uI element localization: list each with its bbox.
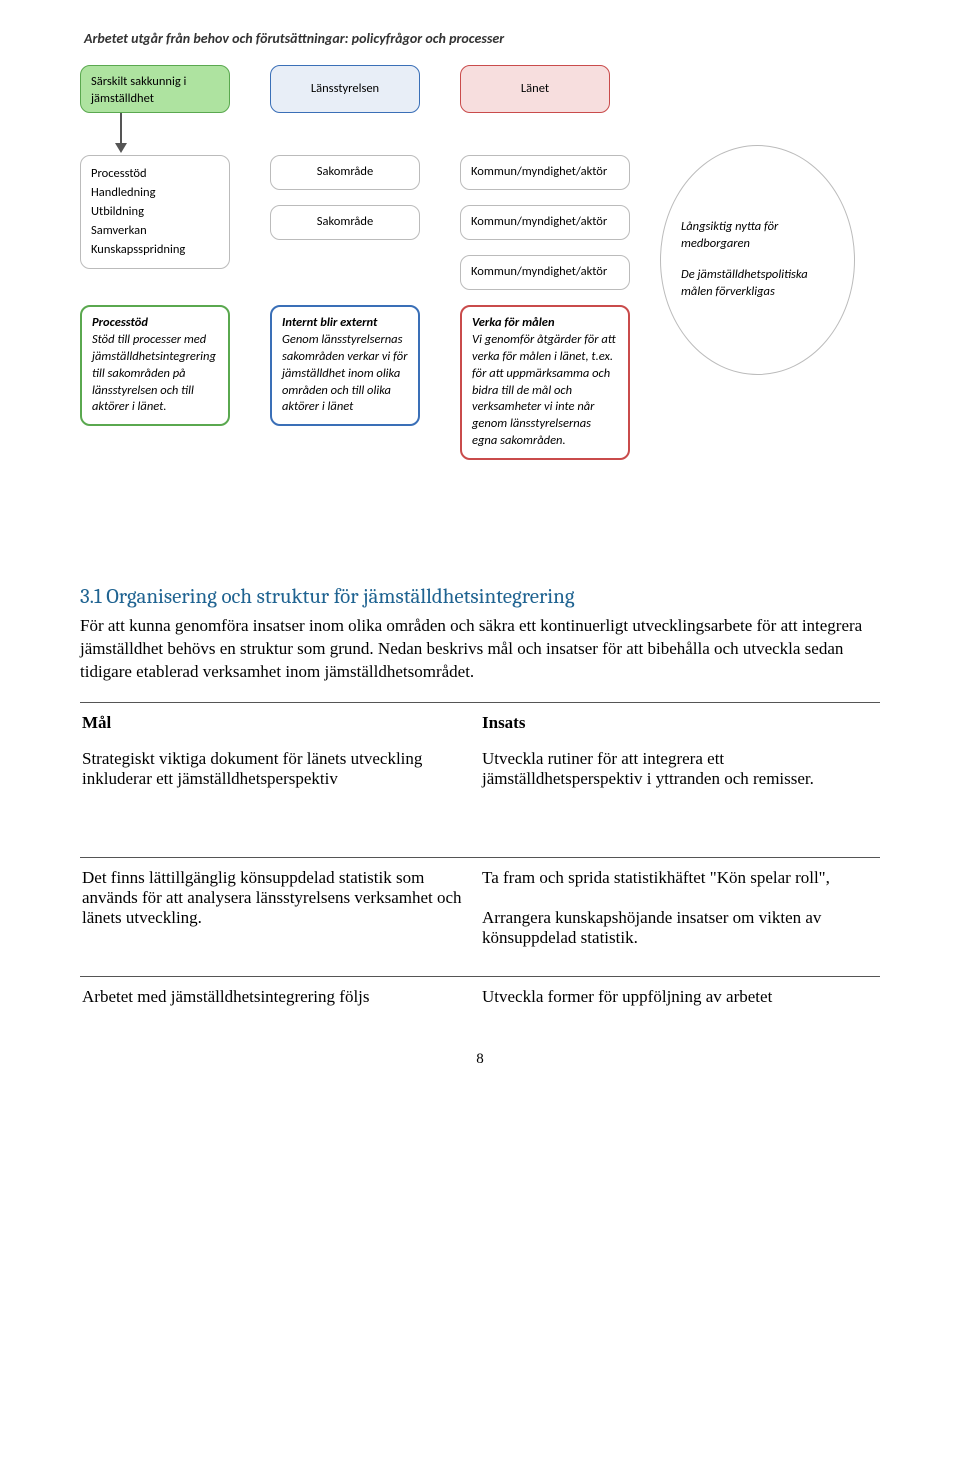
- table-row1-right: Utveckla rutiner för att integrera ett j…: [480, 739, 880, 817]
- box-red-top-label: Länet: [521, 81, 549, 98]
- box-red-top: Länet: [460, 65, 610, 113]
- section-paragraph: För att kunna genomföra insatser inom ol…: [80, 615, 880, 684]
- col1-item-3: Samverkan: [91, 223, 219, 240]
- box-blue-top: Länsstyrelsen: [270, 65, 420, 113]
- col1-item-0: Processtöd: [91, 166, 219, 183]
- box-green-top-label: Särskilt sakkunnig i jämställdhet: [91, 74, 186, 106]
- diagram: Särskilt sakkunnig i jämställdhet Länsst…: [80, 65, 880, 545]
- col1-item-1: Handledning: [91, 185, 219, 202]
- col3-bottom-title: Verka för målen: [472, 315, 618, 332]
- table-row1-left: Strategiskt viktiga dokument för länets …: [80, 739, 480, 817]
- box-col3-bottom: Verka för målen Vi genomför åtgärder för…: [460, 305, 630, 460]
- arrow-green-down: [120, 113, 122, 145]
- table-row2-right-b: Arrangera kunskapshöjande insatser om vi…: [482, 908, 866, 948]
- box-col2-item-0: Sakområde: [270, 155, 420, 190]
- box-blue-top-label: Länsstyrelsen: [311, 81, 379, 98]
- table-row2-left: Det finns lättillgänglig könsuppdelad st…: [80, 857, 480, 976]
- section-heading: 3.1 Organisering och struktur för jämstä…: [80, 585, 880, 609]
- ellipse-outcome: Långsiktig nytta för medborgaren De jäms…: [660, 145, 855, 375]
- col1-bottom-body: Stöd till processer med jämställd­hetsin…: [92, 332, 218, 416]
- col1-item-2: Utbildning: [91, 204, 219, 221]
- col3-bottom-body: Vi genomför åtgärder för att verka för m…: [472, 332, 618, 450]
- goal-action-table: Mål Insats Strategiskt viktiga dokument …: [80, 702, 880, 1011]
- table-header-left: Mål: [80, 702, 480, 739]
- table-row2-right-a: Ta fram och sprida statistikhäftet "Kön …: [482, 868, 866, 888]
- box-col2-bottom: Internt blir externt Genom länsstyrel­se…: [270, 305, 420, 426]
- col1-item-4: Kunskapsspridning: [91, 242, 219, 259]
- box-col3-item-1: Kommun/myndighet/aktör: [460, 205, 630, 240]
- diagram-title: Arbetet utgår från behov och förutsättni…: [84, 30, 880, 47]
- ellipse-p2: De jämställdhets­politiska målen förverk…: [681, 267, 834, 301]
- table-row3-right: Utveckla former för uppföljning av arbet…: [480, 976, 880, 1011]
- ellipse-p1: Långsiktig nytta för medborgaren: [681, 219, 834, 253]
- col1-bottom-title: Processtöd: [92, 315, 218, 332]
- table-header-right: Insats: [480, 702, 880, 739]
- col2-bottom-title: Internt blir externt: [282, 315, 408, 332]
- box-col2-item-1: Sakområde: [270, 205, 420, 240]
- page-number: 8: [80, 1051, 880, 1068]
- box-col1-list: Processtöd Handledning Utbildning Samver…: [80, 155, 230, 269]
- table-row2-right: Ta fram och sprida statistikhäftet "Kön …: [480, 857, 880, 976]
- col2-bottom-body: Genom länsstyrel­sernas sakområden verka…: [282, 332, 408, 416]
- arrow-green-down-head: [115, 143, 127, 153]
- table-row3-left: Arbetet med jämställdhetsintegrering föl…: [80, 976, 480, 1011]
- box-col3-item-0: Kommun/myndighet/aktör: [460, 155, 630, 190]
- box-green-top: Särskilt sakkunnig i jämställdhet: [80, 65, 230, 113]
- box-col3-item-2: Kommun/myndighet/aktör: [460, 255, 630, 290]
- box-col1-bottom: Processtöd Stöd till processer med jämst…: [80, 305, 230, 426]
